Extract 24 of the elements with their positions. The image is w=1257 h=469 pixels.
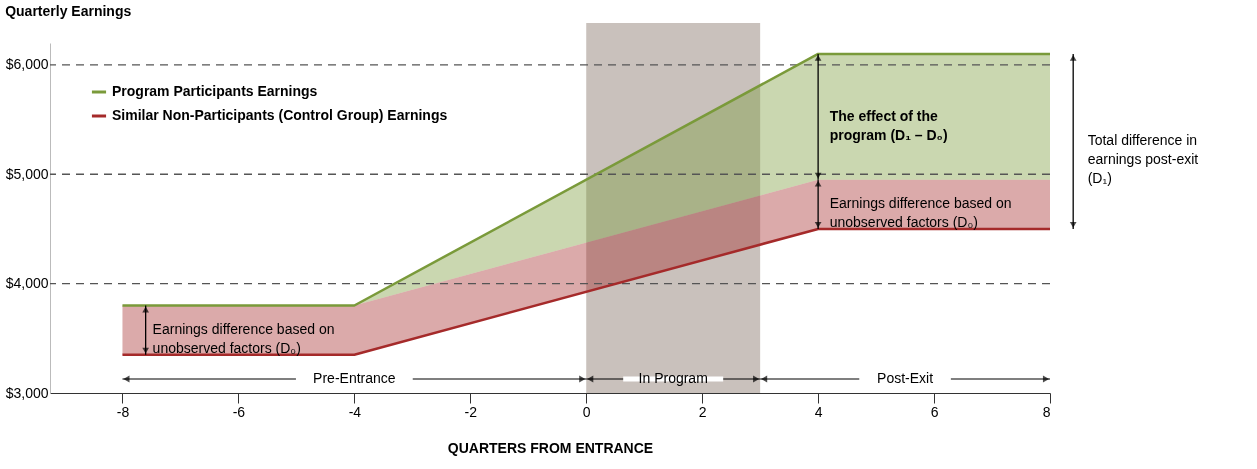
- y-tick-label: $4,000: [5, 275, 49, 292]
- x-tick-label: -8: [116, 403, 130, 420]
- x-axis-title: QUARTERS FROM ENTRANCE: [447, 439, 654, 456]
- y-tick-label: $5,000: [5, 165, 49, 182]
- y-tick-label: $3,000: [5, 384, 49, 401]
- x-tick-label: 8: [1042, 403, 1051, 420]
- annotation: Pre-Entrance: [313, 370, 396, 386]
- x-tick-label: -2: [464, 403, 478, 420]
- x-tick-label: 2: [698, 403, 707, 420]
- x-tick-label: 6: [930, 403, 939, 420]
- chart-title: Quarterly Earnings: [5, 3, 132, 19]
- annotation: Earnings difference based on unobserved factors (D₀): [829, 195, 1012, 231]
- annotation: Post-Exit: [877, 370, 934, 386]
- y-tick-label: $6,000: [5, 56, 49, 73]
- legend-label: Program Participants Earnings: [112, 83, 318, 99]
- text: Total difference in earnings post-exit (D₁): [1087, 132, 1199, 187]
- band-label: In Program: [638, 370, 708, 386]
- x-tick-label: -6: [232, 403, 246, 420]
- annotation: Earnings difference based on unobserved factors (D₀): [152, 321, 335, 357]
- x-tick-label: 4: [814, 403, 823, 420]
- x-tick-label: -4: [348, 403, 362, 420]
- x-tick-label: 0: [582, 403, 591, 420]
- legend-label: Similar Non-Participants (Control Group) Earnings: [112, 107, 448, 123]
- annotation: The effect of the program (D₁ – D₀): [829, 107, 948, 143]
